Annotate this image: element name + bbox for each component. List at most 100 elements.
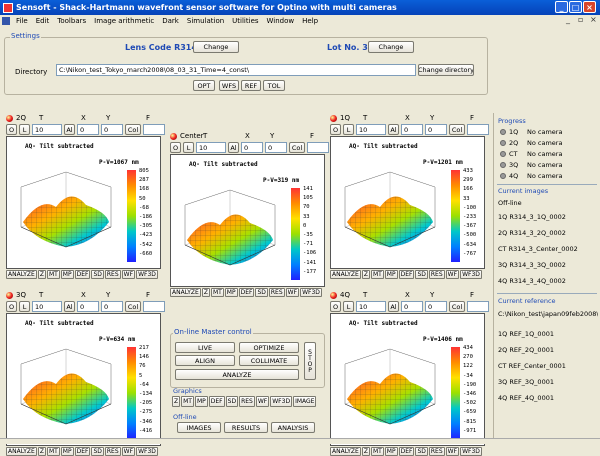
camera-2q-o-button[interactable]: O [6,124,17,135]
camera-center-def-button[interactable]: DEF [238,288,255,297]
camera-2q-wf-button[interactable]: WF [121,270,136,279]
camera-center-mp-button[interactable]: MP [224,288,238,297]
camera-2q-al-button[interactable]: Al [64,124,75,135]
directory-input[interactable]: C:\Nikon_test_Tokyo_march2008\08_03_31_T… [56,64,416,76]
align-button[interactable]: ALIGN [175,355,235,366]
camera-4q-l-button[interactable]: L [343,301,354,312]
camera-3q-mt-button[interactable]: MT [46,447,60,456]
camera-2q-x-input[interactable]: 0 [77,124,99,135]
camera-center-sd-button[interactable]: SD [255,288,268,297]
camera-center-col-button[interactable]: Col [289,142,305,153]
camera-1q-f-input[interactable] [467,124,489,135]
collimate-button[interactable]: COLLIMATE [239,355,299,366]
camera-1q-o-button[interactable]: O [330,124,341,135]
camera-center-al-button[interactable]: Al [228,142,239,153]
camera-center-x-input[interactable]: 0 [241,142,263,153]
menu-toolbars[interactable]: Toolbars [57,16,87,25]
camera-1q-analyze-button[interactable]: ANALYZE [330,270,361,279]
menu-dark[interactable]: Dark [162,16,179,25]
camera-center-wf3d-button[interactable]: WF3D [300,288,322,297]
stop-button[interactable]: STOP [304,342,316,380]
camera-3q-res-button[interactable]: RES [104,447,121,456]
camera-1q-mp-button[interactable]: MP [384,270,398,279]
camera-center-z-button[interactable]: Z [201,288,210,297]
graphics-wf-button[interactable]: WF [255,396,270,407]
camera-2q-t-input[interactable]: 10 [32,124,62,135]
camera-center-y-input[interactable]: 0 [265,142,287,153]
camera-1q-sd-button[interactable]: SD [415,270,428,279]
menu-window[interactable]: Window [266,16,295,25]
camera-2q-def-button[interactable]: DEF [74,270,91,279]
camera-1q-x-input[interactable]: 0 [401,124,423,135]
camera-2q-mt-button[interactable]: MT [46,270,60,279]
camera-2q-res-button[interactable]: RES [104,270,121,279]
camera-2q-col-button[interactable]: Col [125,124,141,135]
analyze-button[interactable]: ANALYZE [175,369,299,380]
camera-1q-wf-button[interactable]: WF [445,270,460,279]
graphics-sd-button[interactable]: SD [225,396,239,407]
camera-1q-y-input[interactable]: 0 [425,124,447,135]
camera-1q-l-button[interactable]: L [343,124,354,135]
graphics-mt-button[interactable]: MT [181,396,194,407]
camera-center-wf-button[interactable]: WF [285,288,300,297]
camera-3q-mp-button[interactable]: MP [60,447,74,456]
ref-button[interactable]: REF [241,80,261,91]
camera-4q-sd-button[interactable]: SD [415,447,428,456]
camera-4q-wf-button[interactable]: WF [445,447,460,456]
graphics-res-button[interactable]: RES [239,396,255,407]
camera-2q-z-button[interactable]: Z [37,270,46,279]
camera-3q-def-button[interactable]: DEF [74,447,91,456]
camera-3q-col-button[interactable]: Col [125,301,141,312]
camera-3q-t-input[interactable]: 10 [32,301,62,312]
camera-center-res-button[interactable]: RES [268,288,285,297]
minimize-icon[interactable]: _ [555,1,568,13]
wfs-button[interactable]: WFS [219,80,239,91]
camera-1q-mt-button[interactable]: MT [370,270,384,279]
camera-2q-f-input[interactable] [143,124,165,135]
camera-2q-l-button[interactable]: L [19,124,30,135]
camera-4q-wf3d-button[interactable]: WF3D [460,447,482,456]
camera-3q-sd-button[interactable]: SD [91,447,104,456]
graphics-def-button[interactable]: DEF [208,396,225,407]
results-button[interactable]: RESULTS [224,422,268,433]
camera-2q-y-input[interactable]: 0 [101,124,123,135]
camera-2q-mp-button[interactable]: MP [60,270,74,279]
menu-file[interactable]: File [16,16,28,25]
graphics-wf3d-button[interactable]: WF3D [270,396,293,407]
menu-simulation[interactable]: Simulation [186,16,225,25]
images-button[interactable]: IMAGES [177,422,221,433]
live-button[interactable]: LIVE [175,342,235,353]
camera-1q-res-button[interactable]: RES [428,270,445,279]
camera-3q-o-button[interactable]: O [6,301,17,312]
maximize-icon[interactable]: □ [569,1,582,13]
camera-center-analyze-button[interactable]: ANALYZE [170,288,201,297]
opt-button[interactable]: OPT [193,80,215,91]
camera-1q-col-button[interactable]: Col [449,124,465,135]
camera-4q-f-input[interactable] [467,301,489,312]
doc-close-icon[interactable]: × [590,15,597,24]
camera-center-o-button[interactable]: O [170,142,181,153]
change-directory-button[interactable]: Change directory [418,64,474,76]
camera-3q-z-button[interactable]: Z [37,447,46,456]
camera-4q-t-input[interactable]: 10 [356,301,386,312]
graphics-z-button[interactable]: Z [172,396,181,407]
camera-2q-analyze-button[interactable]: ANALYZE [6,270,37,279]
close-icon[interactable]: × [583,1,596,13]
camera-center-l-button[interactable]: L [183,142,194,153]
camera-3q-analyze-button[interactable]: ANALYZE [6,447,37,456]
camera-3q-y-input[interactable]: 0 [101,301,123,312]
camera-3q-wf-button[interactable]: WF [121,447,136,456]
camera-3q-l-button[interactable]: L [19,301,30,312]
camera-4q-x-input[interactable]: 0 [401,301,423,312]
camera-3q-al-button[interactable]: Al [64,301,75,312]
analysis-button[interactable]: ANALYSIS [271,422,315,433]
camera-3q-wf3d-button[interactable]: WF3D [136,447,158,456]
menu-image-arithmetic[interactable]: Image arithmetic [94,16,155,25]
camera-4q-mp-button[interactable]: MP [384,447,398,456]
camera-1q-wf3d-button[interactable]: WF3D [460,270,482,279]
graphics-mp-button[interactable]: MP [194,396,208,407]
menu-edit[interactable]: Edit [35,16,50,25]
camera-4q-y-input[interactable]: 0 [425,301,447,312]
camera-center-mt-button[interactable]: MT [210,288,224,297]
optimize-button[interactable]: OPTIMIZE [239,342,299,353]
